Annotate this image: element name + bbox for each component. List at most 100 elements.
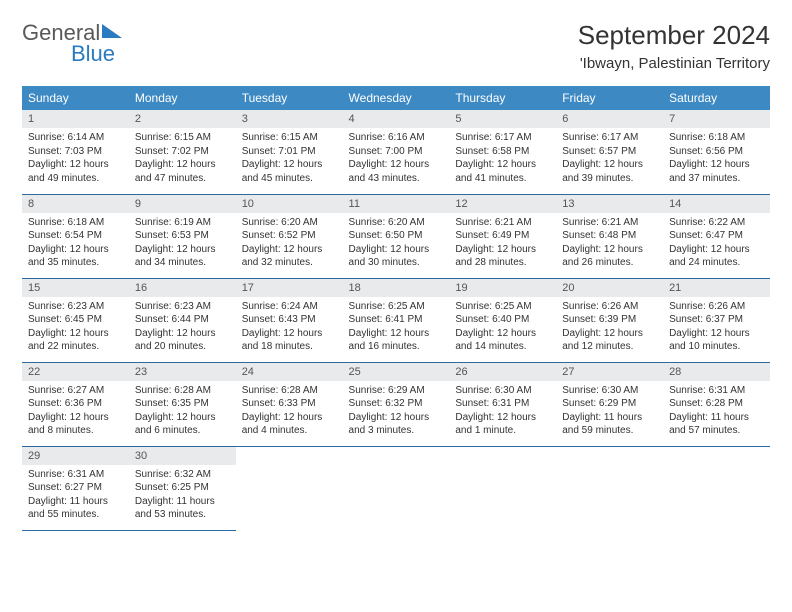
- daylight-line: Daylight: 12 hours and 10 minutes.: [669, 327, 764, 354]
- calendar-body: 1 Sunrise: 6:14 AMSunset: 7:03 PM Daylight…: [22, 110, 770, 530]
- day-number: 4: [343, 110, 450, 128]
- sunset-line: Sunset: 6:44 PM: [135, 313, 230, 327]
- weekday-wednesday: Wednesday: [343, 86, 450, 110]
- daylight-line: Daylight: 11 hours and 55 minutes.: [28, 495, 123, 522]
- sunrise-line: Sunrise: 6:29 AM: [349, 384, 444, 398]
- logo-text-blue: Blue: [71, 41, 115, 67]
- day-content: Sunrise: 6:25 AMSunset: 6:41 PMDaylight:…: [343, 297, 450, 360]
- sunset-line: Sunset: 6:41 PM: [349, 313, 444, 327]
- sunset-line: Sunset: 6:28 PM: [669, 397, 764, 411]
- sunset-line: Sunset: 6:50 PM: [349, 229, 444, 243]
- daylight-line: Daylight: 12 hours and 32 minutes.: [242, 243, 337, 270]
- daylight-line: Daylight: 12 hours and 45 minutes.: [242, 158, 337, 185]
- sunrise-line: Sunrise: 6:23 AM: [135, 300, 230, 314]
- sunset-line: Sunset: 6:54 PM: [28, 229, 123, 243]
- sunrise-line: Sunrise: 6:31 AM: [669, 384, 764, 398]
- sunset-line: Sunset: 7:03 PM: [28, 145, 123, 159]
- day-number: 15: [22, 279, 129, 297]
- calendar-cell: 8Sunrise: 6:18 AMSunset: 6:54 PMDaylight…: [22, 194, 129, 278]
- calendar-week-row: 8Sunrise: 6:18 AMSunset: 6:54 PMDaylight…: [22, 194, 770, 278]
- calendar-cell: [236, 446, 343, 530]
- day-content: Sunrise: 6:15 AMSunset: 7:01 PMDaylight:…: [236, 128, 343, 191]
- day-number: 13: [556, 195, 663, 213]
- calendar-cell: 18Sunrise: 6:25 AMSunset: 6:41 PMDayligh…: [343, 278, 450, 362]
- sunrise-line: Sunrise: 6:15 AM: [242, 131, 337, 145]
- sunrise-line: Sunrise: 6:21 AM: [562, 216, 657, 230]
- calendar-cell: 14Sunrise: 6:22 AMSunset: 6:47 PMDayligh…: [663, 194, 770, 278]
- calendar-table: Sunday Monday Tuesday Wednesday Thursday…: [22, 86, 770, 531]
- daylight-line: Daylight: 12 hours and 41 minutes.: [455, 158, 550, 185]
- title-block: September 2024 'Ibwayn, Palestinian Terr…: [578, 20, 770, 72]
- sunrise-line: Sunrise: 6:18 AM: [28, 216, 123, 230]
- sunrise-line: Sunrise: 6:27 AM: [28, 384, 123, 398]
- day-number: 10: [236, 195, 343, 213]
- day-content: Sunrise: 6:15 AMSunset: 7:02 PMDaylight:…: [129, 128, 236, 191]
- day-content: Sunrise: 6:24 AMSunset: 6:43 PMDaylight:…: [236, 297, 343, 360]
- calendar-cell: [343, 446, 450, 530]
- day-content: Sunrise: 6:18 AMSunset: 6:54 PMDaylight:…: [22, 213, 129, 276]
- day-content: Sunrise: 6:26 AMSunset: 6:37 PMDaylight:…: [663, 297, 770, 360]
- calendar-cell: 9Sunrise: 6:19 AMSunset: 6:53 PMDaylight…: [129, 194, 236, 278]
- daylight-line: Daylight: 12 hours and 47 minutes.: [135, 158, 230, 185]
- daylight-line: Daylight: 12 hours and 14 minutes.: [455, 327, 550, 354]
- calendar-cell: 5Sunrise: 6:17 AMSunset: 6:58 PMDaylight…: [449, 110, 556, 194]
- calendar-cell: 24Sunrise: 6:28 AMSunset: 6:33 PMDayligh…: [236, 362, 343, 446]
- calendar-cell: 25Sunrise: 6:29 AMSunset: 6:32 PMDayligh…: [343, 362, 450, 446]
- calendar-cell: [449, 446, 556, 530]
- calendar-cell: 4Sunrise: 6:16 AMSunset: 7:00 PMDaylight…: [343, 110, 450, 194]
- daylight-line: Daylight: 12 hours and 43 minutes.: [349, 158, 444, 185]
- daylight-line: Daylight: 12 hours and 20 minutes.: [135, 327, 230, 354]
- sunset-line: Sunset: 6:58 PM: [455, 145, 550, 159]
- sunrise-line: Sunrise: 6:26 AM: [562, 300, 657, 314]
- calendar-week-row: 15Sunrise: 6:23 AMSunset: 6:45 PMDayligh…: [22, 278, 770, 362]
- calendar-cell: 7Sunrise: 6:18 AMSunset: 6:56 PMDaylight…: [663, 110, 770, 194]
- day-content: Sunrise: 6:26 AMSunset: 6:39 PMDaylight:…: [556, 297, 663, 360]
- sunrise-line: Sunrise: 6:20 AM: [349, 216, 444, 230]
- sunrise-line: Sunrise: 6:15 AM: [135, 131, 230, 145]
- daylight-line: Daylight: 12 hours and 35 minutes.: [28, 243, 123, 270]
- sunset-line: Sunset: 6:53 PM: [135, 229, 230, 243]
- daylight-line: Daylight: 12 hours and 39 minutes.: [562, 158, 657, 185]
- calendar-cell: 29Sunrise: 6:31 AMSunset: 6:27 PMDayligh…: [22, 446, 129, 530]
- day-number: 29: [22, 447, 129, 465]
- calendar-week-row: 29Sunrise: 6:31 AMSunset: 6:27 PMDayligh…: [22, 446, 770, 530]
- sunset-line: Sunset: 6:52 PM: [242, 229, 337, 243]
- calendar-cell: 3Sunrise: 6:15 AMSunset: 7:01 PMDaylight…: [236, 110, 343, 194]
- calendar-cell: 15Sunrise: 6:23 AMSunset: 6:45 PMDayligh…: [22, 278, 129, 362]
- day-content: Sunrise: 6:30 AMSunset: 6:29 PMDaylight:…: [556, 381, 663, 444]
- weekday-friday: Friday: [556, 86, 663, 110]
- daylight-line: Daylight: 12 hours and 18 minutes.: [242, 327, 337, 354]
- calendar-cell: 1Sunrise: 6:14 AMSunset: 7:03 PMDaylight…: [22, 110, 129, 194]
- day-content: Sunrise: 6:31 AMSunset: 6:28 PMDaylight:…: [663, 381, 770, 444]
- daylight-line: Daylight: 12 hours and 8 minutes.: [28, 411, 123, 438]
- day-number: 24: [236, 363, 343, 381]
- day-number: 20: [556, 279, 663, 297]
- daylight-line: Daylight: 12 hours and 30 minutes.: [349, 243, 444, 270]
- calendar-cell: 19Sunrise: 6:25 AMSunset: 6:40 PMDayligh…: [449, 278, 556, 362]
- day-number: 21: [663, 279, 770, 297]
- daylight-line: Daylight: 12 hours and 24 minutes.: [669, 243, 764, 270]
- day-content: Sunrise: 6:27 AMSunset: 6:36 PMDaylight:…: [22, 381, 129, 444]
- sunrise-line: Sunrise: 6:14 AM: [28, 131, 123, 145]
- sunset-line: Sunset: 6:35 PM: [135, 397, 230, 411]
- daylight-line: Daylight: 12 hours and 16 minutes.: [349, 327, 444, 354]
- daylight-line: Daylight: 11 hours and 57 minutes.: [669, 411, 764, 438]
- sunset-line: Sunset: 6:32 PM: [349, 397, 444, 411]
- calendar-cell: 27Sunrise: 6:30 AMSunset: 6:29 PMDayligh…: [556, 362, 663, 446]
- calendar-week-row: 22Sunrise: 6:27 AMSunset: 6:36 PMDayligh…: [22, 362, 770, 446]
- day-content: Sunrise: 6:30 AMSunset: 6:31 PMDaylight:…: [449, 381, 556, 444]
- day-content: Sunrise: 6:19 AMSunset: 6:53 PMDaylight:…: [129, 213, 236, 276]
- sunset-line: Sunset: 7:02 PM: [135, 145, 230, 159]
- day-number: 1: [22, 110, 129, 128]
- sunset-line: Sunset: 6:49 PM: [455, 229, 550, 243]
- day-number: 11: [343, 195, 450, 213]
- sunset-line: Sunset: 6:33 PM: [242, 397, 337, 411]
- day-number: 16: [129, 279, 236, 297]
- sunset-line: Sunset: 6:29 PM: [562, 397, 657, 411]
- sunrise-line: Sunrise: 6:28 AM: [135, 384, 230, 398]
- day-number: 6: [556, 110, 663, 128]
- day-number: 3: [236, 110, 343, 128]
- daylight-line: Daylight: 12 hours and 4 minutes.: [242, 411, 337, 438]
- daylight-line: Daylight: 11 hours and 59 minutes.: [562, 411, 657, 438]
- weekday-header-row: Sunday Monday Tuesday Wednesday Thursday…: [22, 86, 770, 110]
